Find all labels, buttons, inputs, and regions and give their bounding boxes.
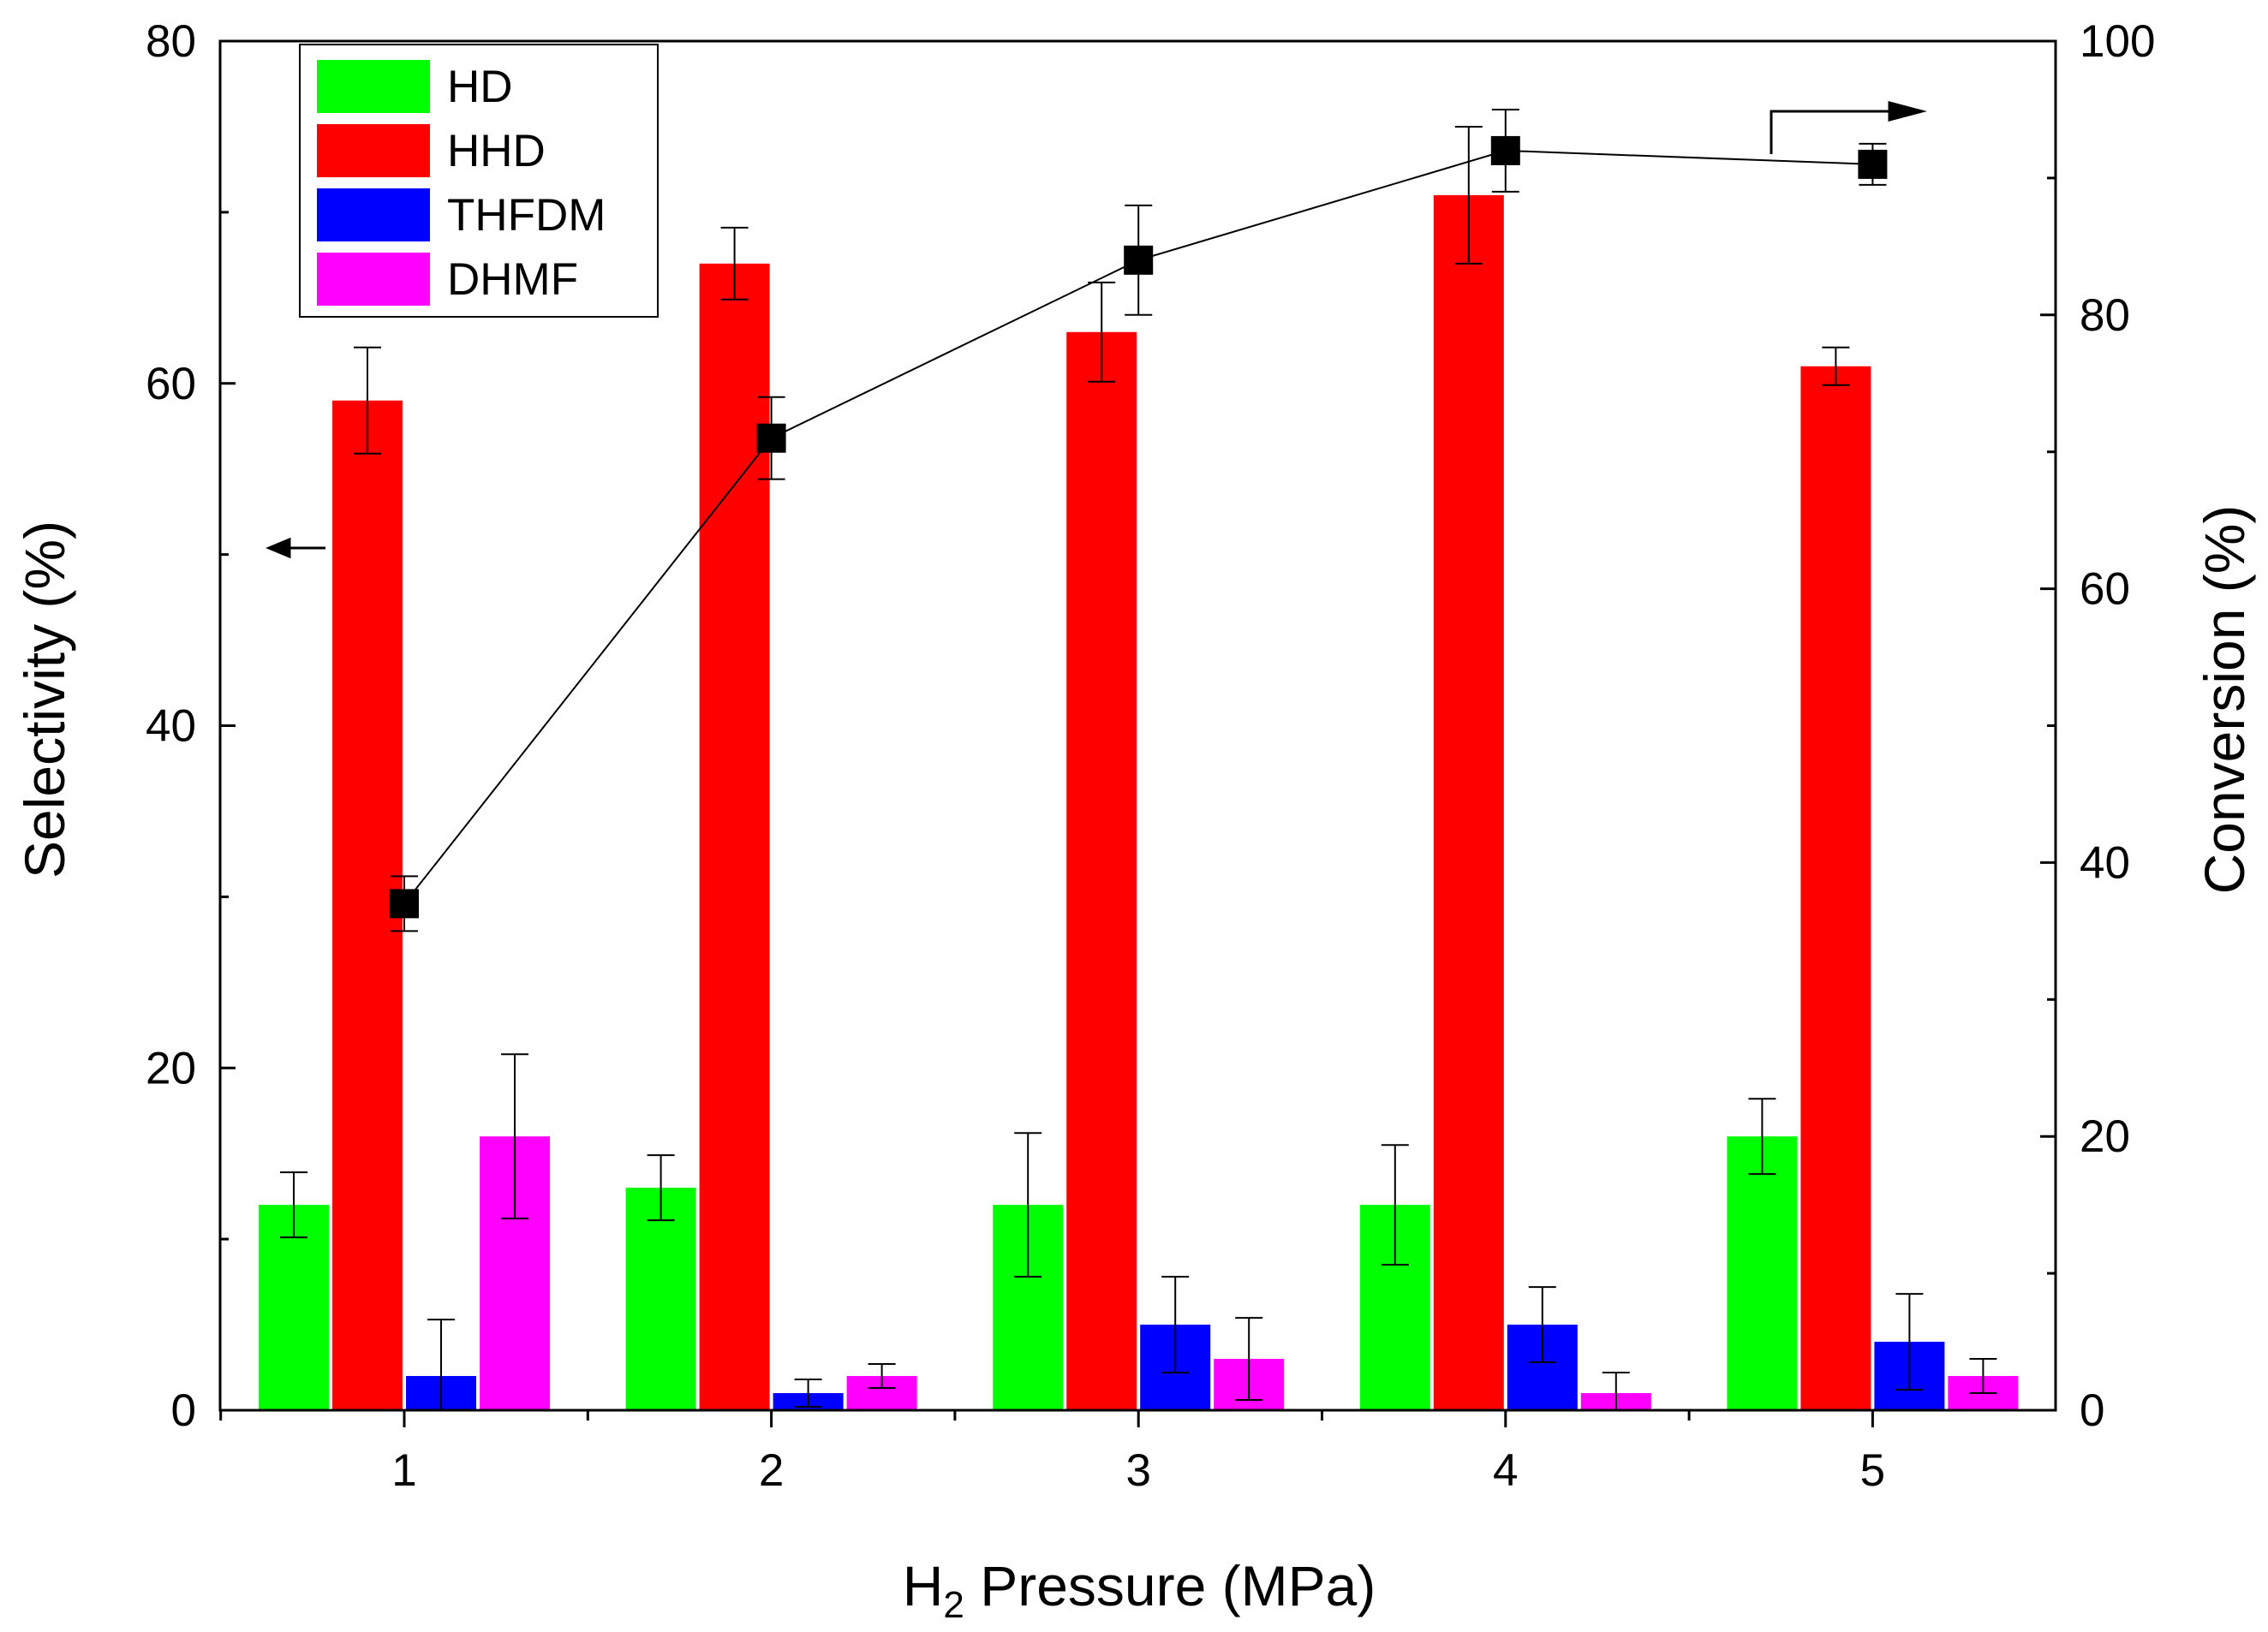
conversion-marker-5 xyxy=(1858,149,1888,179)
x-tick-label: 3 xyxy=(1125,1445,1150,1496)
error-bar-hhd-5 xyxy=(1822,346,1850,386)
x-axis-title: H2 Pressure (MPa) xyxy=(903,1554,1376,1626)
error-bar-hhd-1 xyxy=(354,346,381,455)
y-tick-label: 60 xyxy=(146,359,196,409)
legend-swatch-hhd xyxy=(317,124,430,177)
conversion-marker-3 xyxy=(1124,245,1154,275)
left-axis-arrow xyxy=(266,537,325,559)
error-bar-thfdm-5 xyxy=(1895,1293,1924,1391)
error-bar-hd-2 xyxy=(647,1154,675,1222)
error-bar-hd-5 xyxy=(1748,1098,1776,1176)
axes-layer xyxy=(218,39,2057,1427)
x-tick-label: 5 xyxy=(1860,1445,1885,1496)
legend-label-hhd: HHD xyxy=(447,126,546,176)
error-bar-dhmf-1 xyxy=(501,1053,528,1220)
y2-tick-label: 0 xyxy=(2080,1385,2104,1436)
error-bar-dhmf-5 xyxy=(1969,1358,1997,1395)
y-tick-label: 0 xyxy=(171,1385,196,1436)
legend-label-thfdm: THFDM xyxy=(447,190,606,241)
error-bar-thfdm-2 xyxy=(794,1379,822,1409)
legend-label-hd: HD xyxy=(447,62,513,112)
bars-layer xyxy=(259,125,2019,1411)
conversion-marker-4 xyxy=(1490,135,1520,165)
y2-tick-label: 40 xyxy=(2080,837,2130,888)
y-tick-label: 80 xyxy=(146,16,196,67)
bar-hhd-4 xyxy=(1433,194,1504,1411)
error-bar-dhmf-2 xyxy=(868,1363,896,1390)
error-bar-thfdm-3 xyxy=(1161,1276,1190,1374)
error-bar-hd-4 xyxy=(1381,1144,1409,1266)
bar-hd-5 xyxy=(1727,1136,1798,1410)
bar-hd-1 xyxy=(259,1205,329,1410)
error-bar-hd-1 xyxy=(280,1171,307,1239)
annotations-layer xyxy=(266,101,1927,559)
legend-label-dhmf: DHMF xyxy=(447,254,578,305)
legend: HD HHD THFDM DHMF xyxy=(299,44,659,318)
conversion-marker-1 xyxy=(390,889,419,919)
legend-swatch-dhmf xyxy=(317,253,430,306)
error-bar-hd-3 xyxy=(1014,1132,1042,1278)
legend-swatch-thfdm xyxy=(317,188,430,241)
error-bar-hhd-2 xyxy=(720,226,749,301)
y-axis-title: Selectivity (%) xyxy=(13,521,76,879)
legend-swatch-hd xyxy=(317,60,430,113)
bar-hhd-5 xyxy=(1800,366,1871,1411)
bar-hd-2 xyxy=(625,1188,696,1410)
y-tick-label: 20 xyxy=(146,1043,196,1093)
y2-tick-label: 60 xyxy=(2080,564,2130,615)
x-tick-label: 1 xyxy=(391,1445,416,1496)
right-axis-arrow xyxy=(1770,101,1927,154)
y2-tick-label: 80 xyxy=(2080,290,2130,341)
x-tick-label: 4 xyxy=(1493,1445,1518,1496)
error-bar-dhmf-3 xyxy=(1235,1317,1263,1402)
x-tick-label: 2 xyxy=(759,1445,784,1496)
error-bar-thfdm-4 xyxy=(1528,1286,1556,1364)
y2-tick-label: 20 xyxy=(2080,1111,2130,1162)
conversion-line-layer xyxy=(390,108,1888,932)
error-bar-hhd-4 xyxy=(1454,125,1483,265)
conversion-marker-2 xyxy=(756,423,786,453)
bar-hhd-3 xyxy=(1066,331,1137,1411)
labels-layer: 0 20 40 60 80 0 20 40 60 80 100 1 2 3 4 5 xyxy=(146,16,2155,1496)
y2-tick-label: 100 xyxy=(2080,16,2155,67)
y2-axis-title: Conversion (%) xyxy=(2193,505,2256,895)
y-tick-label: 40 xyxy=(146,701,196,752)
